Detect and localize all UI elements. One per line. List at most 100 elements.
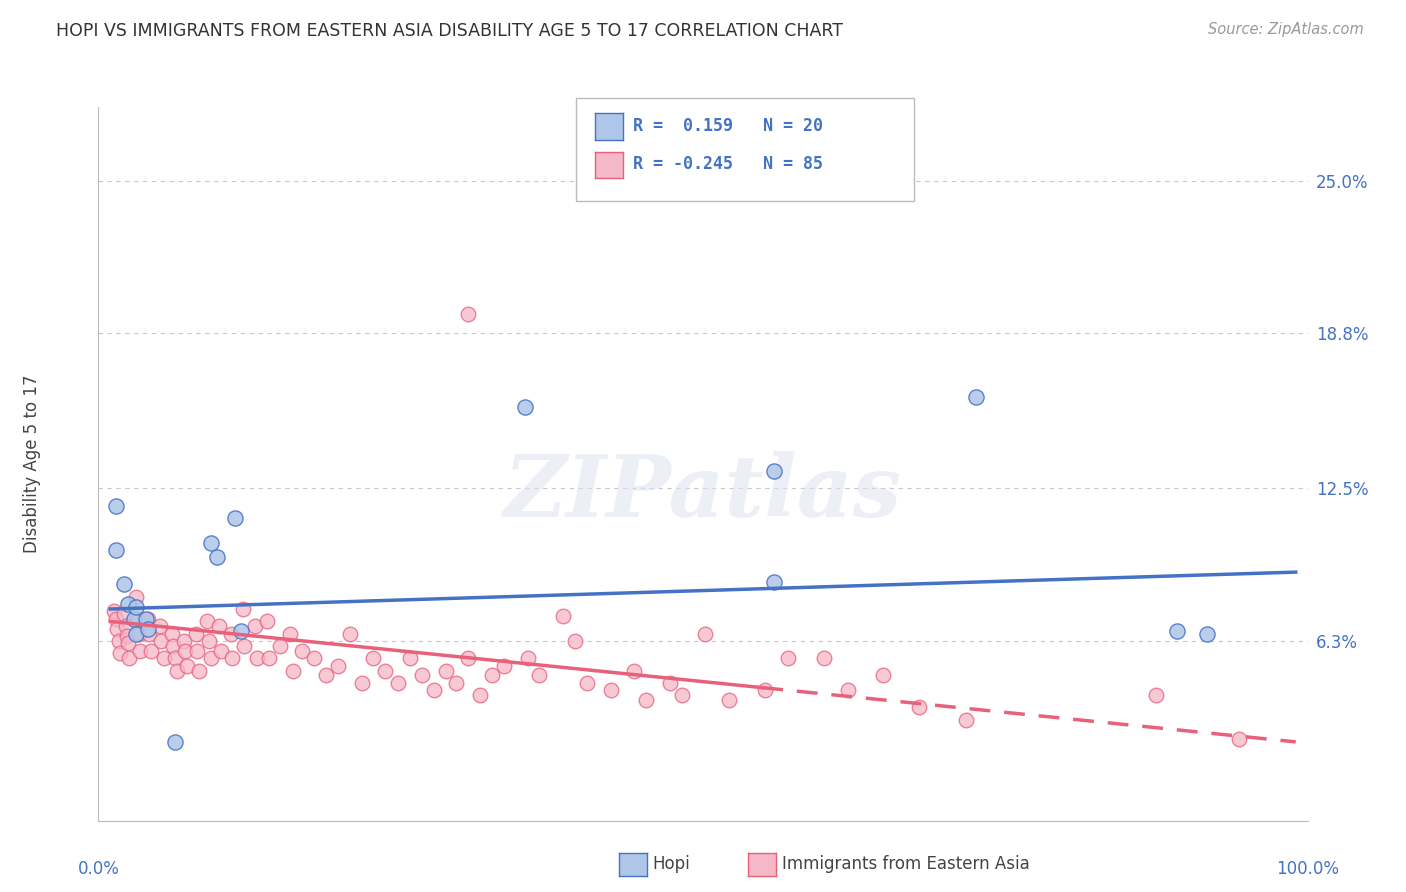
Point [139,644,162,658]
Point [257,651,280,665]
Point [754,683,776,698]
Point [229,624,252,639]
Point [165,735,187,749]
Point [165,651,187,665]
Point [197,615,219,629]
Point [256,615,278,629]
Point [173,634,195,648]
Point [763,574,786,589]
Point [114,619,136,633]
Point [1227,732,1250,747]
Point [125,590,148,604]
Point [1166,624,1188,639]
Text: HOPI VS IMMIGRANTS FROM EASTERN ASIA DISABILITY AGE 5 TO 17 CORRELATION CHART: HOPI VS IMMIGRANTS FROM EASTERN ASIA DIS… [56,22,844,40]
Point [114,577,136,591]
Point [166,664,188,678]
Point [136,622,159,636]
Point [197,634,219,648]
Point [564,634,586,648]
Point [468,688,491,702]
Point [837,683,859,698]
Point [174,644,197,658]
Point [184,626,207,640]
Text: R = -0.245   N = 85: R = -0.245 N = 85 [633,155,823,173]
Point [149,619,172,633]
Point [695,626,717,640]
Point [481,668,503,682]
Point [221,651,243,665]
Point [115,629,138,643]
Point [872,668,894,682]
Point [205,550,228,565]
Point [105,543,128,558]
Point [243,619,266,633]
Point [150,634,173,648]
Point [127,612,149,626]
Point [269,639,291,653]
Point [105,612,128,626]
Point [176,658,198,673]
Point [188,664,211,678]
Point [138,626,160,640]
Point [108,646,131,660]
Point [114,607,136,621]
Text: ZIPatlas: ZIPatlas [503,450,903,534]
Text: Immigrants from Eastern Asia: Immigrants from Eastern Asia [782,855,1029,873]
Point [965,391,987,405]
Point [125,626,148,640]
Point [209,644,232,658]
Point [246,651,269,665]
Point [103,605,125,619]
Point [1144,688,1167,702]
Point [162,639,184,653]
Text: R =  0.159   N = 20: R = 0.159 N = 20 [633,117,823,135]
Text: Hopi: Hopi [652,855,690,873]
Point [280,626,302,640]
Point [623,664,645,678]
Point [136,612,159,626]
Point [302,651,325,665]
Point [553,609,575,624]
Point [186,644,208,658]
Point [291,644,314,658]
Point [117,597,139,611]
Point [457,651,479,665]
Point [671,688,693,702]
Point [446,676,468,690]
Point [955,713,977,727]
Text: Source: ZipAtlas.com: Source: ZipAtlas.com [1208,22,1364,37]
Point [105,499,128,513]
Point [232,602,254,616]
Point [350,676,373,690]
Text: Disability Age 5 to 17: Disability Age 5 to 17 [22,375,41,553]
Point [457,307,479,321]
Point [152,651,174,665]
Point [135,612,157,626]
Point [233,639,256,653]
Point [434,664,457,678]
Point [125,599,148,614]
Point [208,619,231,633]
Point [118,651,141,665]
Point [575,676,598,690]
Point [399,651,422,665]
Point [763,464,786,478]
Point [129,644,152,658]
Point [339,626,361,640]
Point [599,683,621,698]
Point [423,683,446,698]
Point [636,693,658,707]
Point [813,651,835,665]
Point [160,626,183,640]
Point [658,676,681,690]
Point [128,626,150,640]
Point [224,511,246,525]
Point [778,651,800,665]
Point [200,535,222,549]
Point [529,668,551,682]
Point [374,664,396,678]
Point [117,636,139,650]
Text: 100.0%: 100.0% [1277,860,1339,878]
Point [326,658,349,673]
Point [363,651,385,665]
